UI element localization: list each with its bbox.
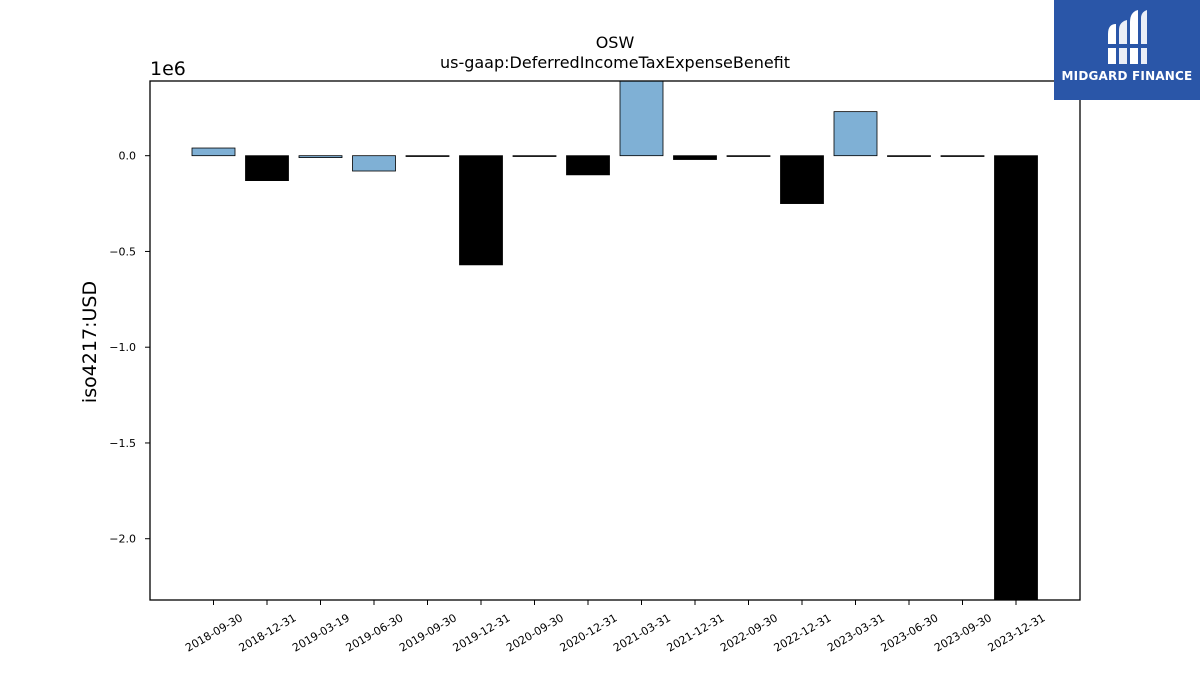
bar-2023-06-30 [887,155,931,157]
midgard-finance-logo: MIDGARD FINANCE [1054,0,1200,100]
y-axis-ticks: 0.0 −0.5 −1.0 −1.5 −2.0 [109,150,150,546]
x-tick-label: 2023-06-30 [879,611,941,654]
bar-2022-12-31 [780,155,824,204]
x-tick-label: 2022-12-31 [772,611,834,654]
bars-group [191,80,1038,601]
chart-title: OSW [596,33,635,52]
bar-2018-09-30 [191,147,236,157]
chart-subtitle: us-gaap:DeferredIncomeTaxExpenseBenefit [440,53,790,72]
bar-2023-03-31 [833,111,878,157]
x-tick-label: 2019-03-19 [290,611,352,654]
logo-text: MIDGARD FINANCE [1061,69,1193,83]
y-axis-label: iso4217:USD [79,281,101,403]
bar-2020-12-31 [566,155,610,176]
x-tick-label: 2019-06-30 [344,611,406,654]
bar-2023-09-30 [940,155,985,157]
y-tick-label: −1.5 [109,437,136,450]
x-tick-label: 2023-03-31 [825,611,887,654]
bar-2019-12-31 [459,155,503,266]
x-tick-label: 2023-12-31 [986,611,1048,654]
x-tick-label: 2019-09-30 [397,611,459,654]
y-tick-label: −2.0 [109,533,136,546]
y-tick-label: −1.0 [109,341,136,354]
bar-2019-03-19 [298,155,343,159]
x-tick-label: 2018-12-31 [237,611,299,654]
bar-2022-09-30 [726,155,771,157]
x-tick-label: 2021-12-31 [665,611,727,654]
bar-2021-03-31 [619,80,664,157]
x-tick-label: 2018-09-30 [183,611,245,654]
x-tick-label: 2022-09-30 [718,611,780,654]
bar-2018-12-31 [245,155,289,181]
midgard-finance-logo-icon [1106,10,1148,64]
y-tick-label: 0.0 [119,150,137,163]
bar-2021-12-31 [673,155,717,160]
bar-2019-06-30 [352,155,396,172]
y-axis-offset-label: 1e6 [150,58,186,80]
plot-frame [149,80,1081,601]
bar-2020-09-30 [512,155,557,157]
x-tick-label: 2020-12-31 [558,611,620,654]
x-tick-label: 2019-12-31 [451,611,513,654]
x-tick-label: 2023-09-30 [932,611,994,654]
bar-2023-12-31 [994,155,1038,601]
bar-2019-09-30 [405,155,450,157]
x-tick-label: 2020-09-30 [504,611,566,654]
y-tick-label: −0.5 [109,245,136,258]
x-tick-label: 2021-03-31 [611,611,673,654]
x-axis-ticks: 2018-09-302018-12-312019-03-192019-06-30… [183,600,1048,655]
